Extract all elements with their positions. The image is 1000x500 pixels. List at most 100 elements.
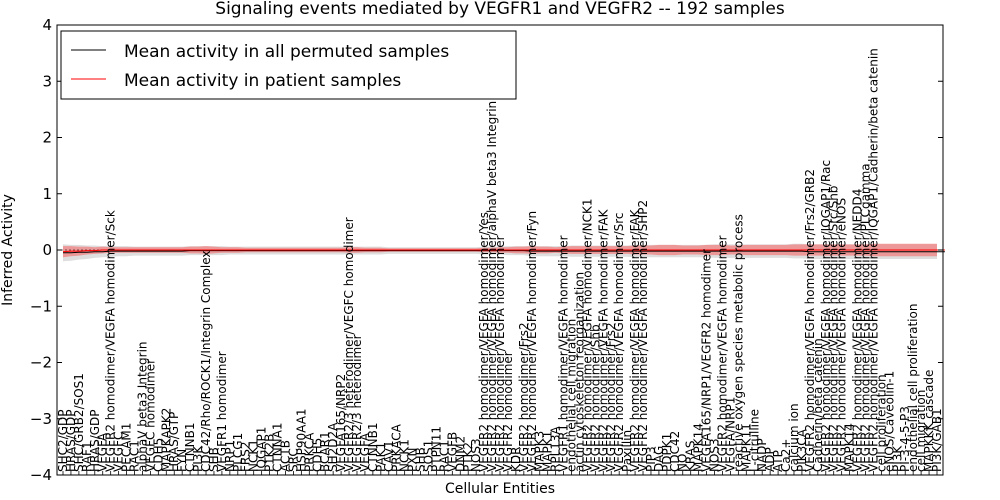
xtick-label: VEGFA165/NRP1/VEGFR2 homodimer — [700, 249, 714, 472]
xtick-label: MAPKKK cascade — [922, 370, 936, 472]
xtick-label: PDPK1 — [660, 433, 674, 472]
xtick-label: Paxillin — [620, 430, 634, 472]
xtick-label: VEGFR2/3 heterodimer — [350, 334, 364, 472]
xtick-label: VEGFC — [112, 432, 126, 472]
xtick-label: VEGFR1 homodimer/VEGFA homodimer — [557, 235, 571, 472]
xtick-label: PIP3 — [644, 446, 658, 472]
xtick-label: endothelial cell proliferation — [906, 304, 920, 472]
xtick-label: VEGFR2 homodimer/VEGFA homodimer/alphaV … — [485, 101, 499, 472]
xtick-label: RPL13A — [549, 425, 563, 472]
xtick-label: VEGFB — [445, 432, 459, 472]
xtick-label: SHB — [207, 447, 221, 472]
xtick-label: FYN — [175, 449, 189, 472]
xtick-label: PXN — [406, 448, 420, 472]
xtick-label: VEGFR2 homodimer/Frs2 — [604, 322, 618, 472]
xtick-label: PECAM1 — [120, 423, 134, 472]
xtick-label: SHC/GRB2/SOS1 — [72, 373, 86, 472]
xtick-label: ADP — [763, 447, 777, 472]
legend-box — [60, 30, 517, 100]
xtick-label: VEGFR2 homodimer/VEGFA homodimer/Sck — [104, 210, 118, 472]
xtick-label: VEGFR2 homodimer/VEGFA homodimer/FAK — [628, 208, 642, 472]
xtick-label: RAC1 — [437, 440, 451, 472]
x-axis-label: Cellular Entities — [445, 481, 555, 497]
xtick-label: VEGFA/NRP1 — [723, 397, 737, 472]
xtick-label: ATP — [771, 450, 785, 472]
xtick-label: MAPK14 — [843, 423, 857, 472]
xtick-label: HRAS/GDP — [64, 409, 78, 472]
xtick-label: VEGFR2 homodimer/VEGFA homodimer/Yes — [477, 212, 491, 472]
y-axis-label: Inferred Activity — [0, 194, 16, 306]
xtick-label: PTPN11 — [429, 426, 443, 472]
legend: Mean activity in all permuted samples Me… — [60, 30, 517, 100]
xtick-label: VEGFR2/3 heterodimer/VEGFC homodimer — [342, 217, 356, 472]
xtick-label: MAPKAPK2 — [159, 408, 173, 472]
xtick-label: VEGFR2 homodimer/VEGFA homodimer/Fyn — [525, 211, 539, 472]
ytick-label: 3 — [42, 72, 52, 90]
xtick-label: CDH5 — [151, 438, 165, 472]
xtick-label: endothelial cell migration — [565, 319, 579, 472]
xtick-label: PLCG1 — [231, 433, 245, 472]
legend-label-patient: Mean activity in patient samples — [124, 71, 401, 91]
chart-title: Signaling events mediated by VEGFR1 and … — [215, 0, 785, 19]
xtick-label: BCAR1 — [318, 431, 332, 472]
xtick-label: RAC1 — [128, 440, 142, 472]
xtick-label: VEGFR2 homodimer/VEGFA homodimer/IQGAP1/… — [819, 160, 833, 472]
ytick-label: −4 — [30, 466, 52, 484]
xtick-label: VEGFR2 homodimer/VEGFA homodimer/NCK1 — [580, 198, 594, 472]
xtick-label: VEGFR2 homodimer/VEGFA homodimer/SHP2 — [636, 200, 650, 472]
xtick-label: VEGFR2 homodimer/Frs2 — [517, 322, 531, 472]
xtick-label: calcium ion — [787, 403, 801, 472]
ytick-label: 4 — [42, 16, 52, 34]
xtick-label: FRS2 — [239, 442, 253, 473]
ytick-label: −2 — [30, 354, 52, 372]
ytick-label: −1 — [30, 297, 52, 315]
xtick-label: SHB — [414, 447, 428, 472]
x-axis-labels: SHC2/GDPHRAS/GDPSHC/GRB2/SOS1RAF1HRAS/GD… — [56, 48, 944, 475]
xtick-label: DNM2 — [453, 436, 467, 472]
xtick-label: PRKCA — [302, 432, 316, 472]
xtick-label: PI-3-4-5-P3 — [898, 406, 912, 472]
xtick-label: VEGFR2 homodimer/VEGFA homodimer — [716, 235, 730, 472]
xtick-label: NRP1 — [223, 440, 237, 472]
xtick-label: VEGFR2 homodimer/VEGFA homodimer/Src/Shb — [827, 186, 841, 472]
xtick-label: PI3K/GAB1 — [930, 408, 944, 472]
xtick-label: NOS3 — [708, 438, 722, 472]
xtick-label: PTK2B — [263, 434, 277, 472]
xtick-label: VEGFC homodimer — [143, 359, 157, 472]
xtick-label: PTK2 — [461, 442, 475, 472]
xtick-label: cell proliferation — [874, 374, 888, 472]
xtick-label: MAPK14 — [692, 423, 706, 472]
xtick-label: CTNNA1 — [271, 422, 285, 472]
xtick-label: MAPK3 — [533, 431, 547, 472]
xtick-label: SHC2/GDP — [56, 410, 70, 472]
xtick-label: alphaV beta3 Integrin — [136, 341, 150, 472]
xtick-label: VEGFR2 homodimer/VEGFA homodimer — [493, 235, 507, 472]
xtick-label: actin cytoskeleton reorganization — [573, 272, 587, 472]
ytick-label: 2 — [42, 129, 52, 147]
xtick-label: VEGFR1 homodimer — [215, 351, 229, 472]
xtick-label: reactive oxygen species metabolic proces… — [731, 214, 745, 472]
xtick-label: MAPK11 — [739, 423, 753, 472]
ytick-label: 1 — [42, 185, 52, 203]
xtick-label: CDC42 — [668, 431, 682, 472]
xtick-label: HRAS/GDP — [88, 409, 102, 472]
legend-label-permuted: Mean activity in all permuted samples — [124, 42, 449, 62]
xtick-label: RAF1 — [80, 441, 94, 472]
xtick-label: PAK1 — [374, 442, 388, 472]
xtick-label: VEGFR2 homodimer/VEGFA homodimer/eNOS — [835, 198, 849, 472]
xtick-label: SH2D2A — [326, 422, 340, 472]
xtick-label: DAG — [652, 446, 666, 472]
xtick-label: VEGFR2 homodimer — [501, 351, 515, 472]
plot-area — [57, 243, 945, 262]
xtick-label: Ca2+ — [779, 439, 793, 472]
xtick-label: VEGFR2 homodimer/VEGFA homodimer/Src — [612, 212, 626, 472]
xtick-label: HSP90AA1 — [294, 408, 308, 472]
xtick-label: Cadherin/beta catenin — [811, 338, 825, 472]
xtick-label: KDR — [509, 447, 523, 472]
xtick-label: NCK1 — [398, 439, 412, 472]
xtick-label: CTNNB1 — [366, 422, 380, 472]
xtick-label: CDC42/Rho/ROCK1/Integrin Complex — [199, 250, 213, 472]
xtick-label: PRKACA — [390, 423, 404, 472]
xtick-label: VEGFR2 homodimer/VEGFA homodimer/Frs2/GR… — [803, 169, 817, 472]
xtick-label: SRC — [286, 448, 300, 472]
